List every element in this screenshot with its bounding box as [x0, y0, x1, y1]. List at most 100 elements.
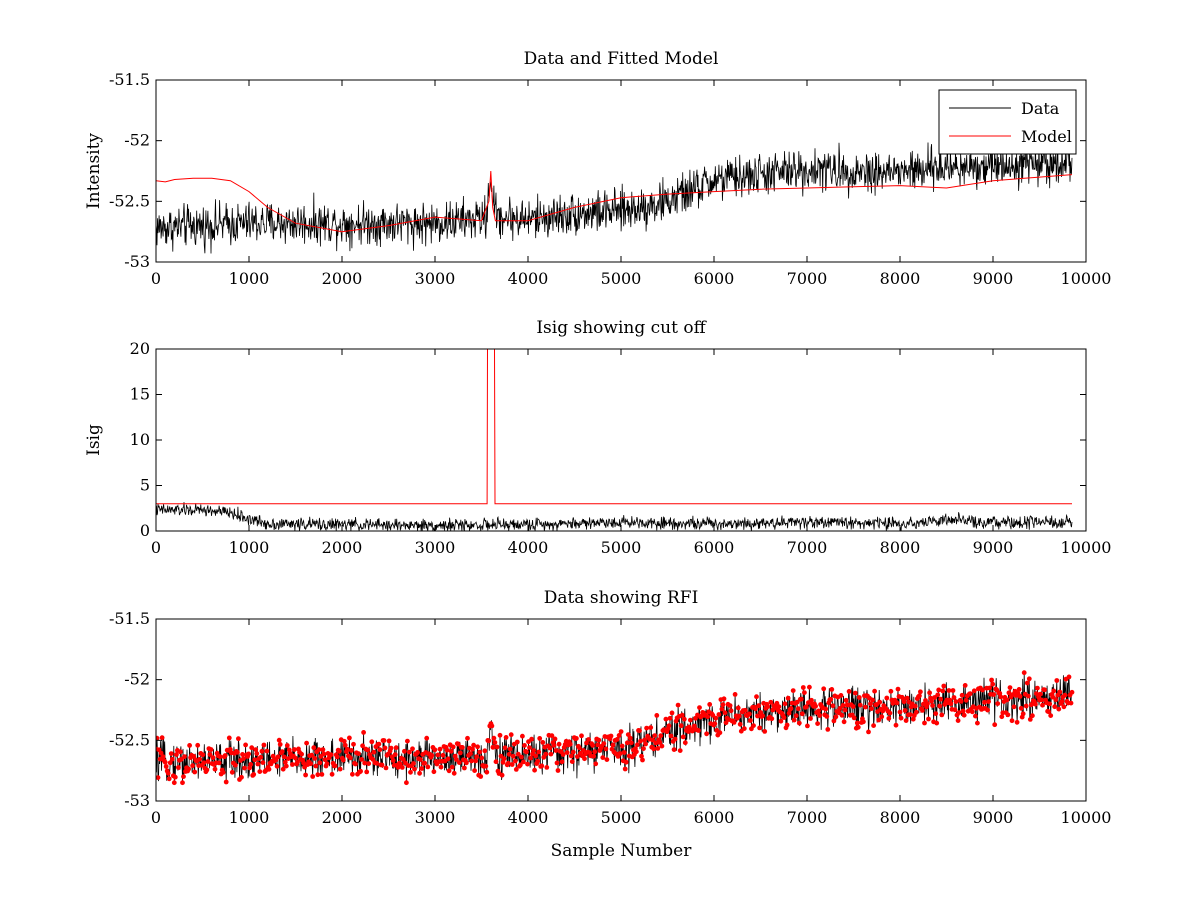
rfi-point [800, 685, 806, 690]
rfi-point [365, 747, 371, 753]
legend-box [938, 89, 1077, 155]
rfi-point [482, 748, 488, 754]
rfi-point [790, 688, 796, 693]
legend-entry: Model [1021, 127, 1072, 146]
rfi-point [519, 754, 524, 760]
rfi-point [337, 766, 343, 772]
rfi-point [475, 744, 480, 750]
rfi-point [921, 701, 926, 707]
rfi-point [1056, 706, 1062, 712]
rfi-point [788, 706, 794, 711]
rfi-point [419, 766, 425, 771]
rfi-point [918, 689, 923, 695]
rfi-point [512, 758, 518, 764]
rfi-point [754, 694, 759, 700]
rfi-point [902, 708, 908, 713]
rfi-point [934, 720, 940, 726]
rfi-point [776, 704, 782, 710]
rfi-point [939, 712, 945, 718]
rfi-point [156, 775, 161, 780]
rfi-point [465, 735, 470, 741]
rfi-point [1016, 687, 1022, 692]
rfi-point [552, 736, 558, 742]
y-tick-label: -52 [124, 670, 150, 689]
x-tick-label: 4000 [508, 538, 549, 557]
rfi-point [634, 749, 639, 755]
rfi-point [830, 703, 836, 709]
rfi-point [877, 699, 883, 705]
rfi-point [356, 751, 361, 756]
rfi-point [386, 738, 392, 744]
rfi-point [799, 711, 805, 717]
rfi-point [753, 706, 758, 712]
rfi-point [785, 695, 791, 701]
rfi-point [757, 725, 762, 731]
rfi-point [432, 747, 438, 753]
rfi-point [802, 690, 807, 695]
rfi-point [813, 703, 818, 709]
rfi-point [405, 738, 410, 744]
rfi-point [809, 697, 814, 703]
rfi-point [450, 744, 456, 750]
rfi-point [226, 735, 232, 741]
rfi-point [178, 749, 183, 755]
rfi-point [871, 723, 876, 728]
rfi-point [622, 766, 628, 772]
rfi-point [653, 740, 659, 746]
rfi-point [381, 738, 387, 743]
rfi-point [324, 761, 330, 767]
rfi-point [383, 765, 389, 771]
rfi-point [786, 710, 792, 716]
rfi-point [596, 737, 602, 743]
rfi-point [863, 704, 868, 710]
rfi-point [643, 741, 648, 747]
rfi-point [411, 761, 416, 766]
rfi-point [821, 686, 827, 692]
rfi-point [277, 742, 283, 747]
rfi-point [628, 740, 634, 746]
rfi-point [663, 716, 669, 722]
rfi-point [837, 706, 843, 711]
rfi-point [489, 723, 495, 729]
rfi-point [937, 703, 943, 709]
rfi-point [229, 769, 235, 775]
rfi-point [982, 699, 987, 705]
rfi-point [1062, 692, 1068, 698]
rfi-point [887, 710, 893, 716]
rfi-point [741, 726, 747, 731]
rfi-point [679, 712, 685, 718]
rfi-point [936, 687, 942, 693]
rfi-point [527, 745, 532, 750]
rfi-point [992, 722, 998, 728]
rfi-point [1006, 690, 1012, 696]
x-tick-label: 9000 [973, 808, 1014, 827]
rfi-point [241, 756, 246, 761]
rfi-point [259, 748, 265, 754]
plot-content [156, 670, 1075, 786]
rfi-point [437, 746, 443, 752]
rfi-point [286, 747, 292, 753]
rfi-point [515, 751, 521, 757]
rfi-point [963, 697, 969, 703]
rfi-point [279, 749, 285, 754]
rfi-point [444, 747, 450, 753]
rfi-point [869, 706, 874, 711]
plot-area [156, 349, 1086, 531]
rfi-point [997, 691, 1003, 696]
rfi-point [544, 765, 550, 770]
rfi-point [536, 749, 542, 755]
rfi-point [179, 756, 184, 762]
rfi-point [374, 761, 380, 766]
rfi-point [362, 760, 368, 766]
rfi-point [623, 759, 629, 765]
rfi-point [927, 690, 932, 696]
rfi-point [205, 759, 211, 764]
rfi-point [251, 772, 257, 777]
rfi-point [1025, 693, 1031, 699]
rfi-point [457, 750, 463, 756]
rfi-point [204, 767, 210, 773]
rfi-point [554, 760, 560, 766]
rfi-point [975, 720, 980, 726]
rfi-point [1021, 670, 1027, 676]
rfi-point [831, 718, 837, 724]
